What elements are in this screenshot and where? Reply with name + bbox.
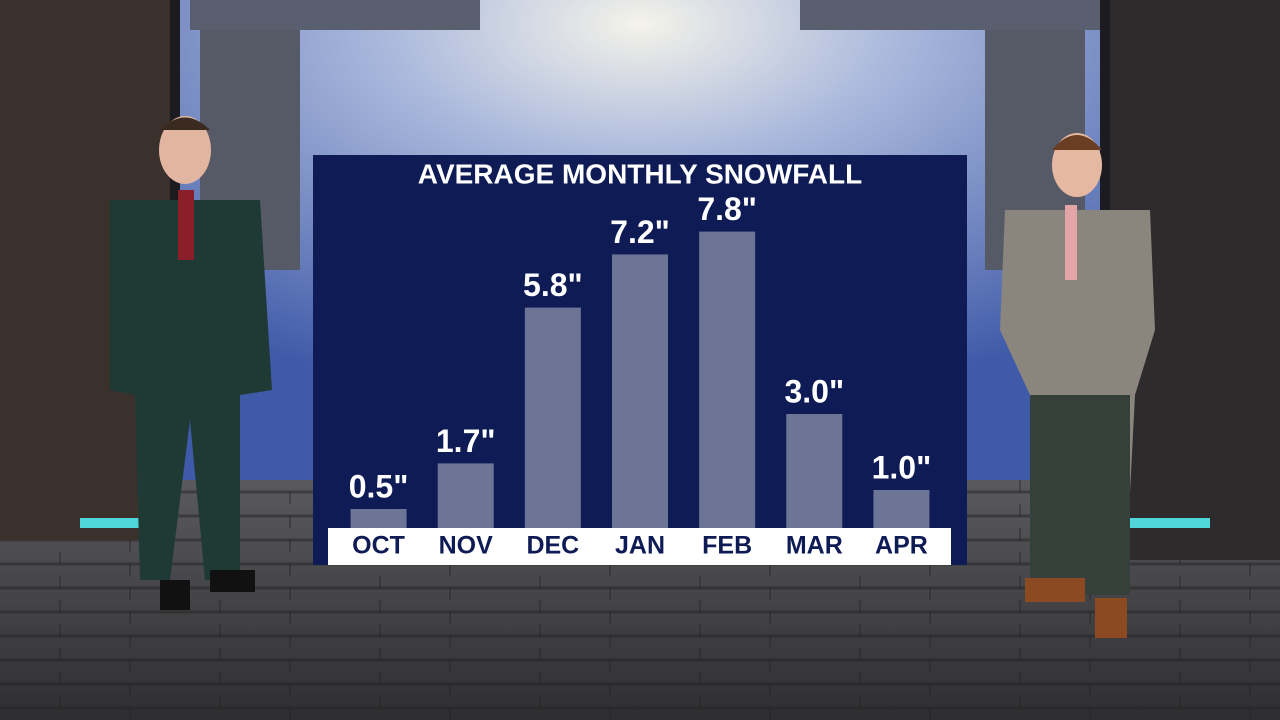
value-label: 5.8" — [523, 267, 583, 303]
top-right-frame — [800, 0, 1100, 30]
value-label: 1.0" — [872, 449, 932, 485]
bar — [699, 231, 756, 528]
value-label: 3.0" — [784, 373, 844, 409]
x-tick-label: MAR — [786, 532, 843, 560]
bar — [873, 490, 930, 528]
light-strip — [1130, 518, 1210, 528]
bar — [350, 509, 407, 528]
top-left-frame — [190, 0, 480, 30]
value-label: 7.8" — [697, 191, 757, 227]
value-label: 0.5" — [349, 468, 409, 504]
x-tick-label: APR — [875, 532, 928, 560]
bar — [437, 463, 494, 528]
x-tick-label: JAN — [615, 532, 665, 560]
bar — [524, 307, 581, 528]
x-tick-label: FEB — [702, 532, 752, 560]
x-tick-label: OCT — [352, 532, 405, 560]
x-tick-label: DEC — [526, 532, 579, 560]
presenter-left — [110, 116, 272, 610]
x-tick-label: NOV — [439, 532, 494, 560]
value-label: 7.2" — [610, 214, 670, 250]
value-label: 1.7" — [436, 423, 496, 459]
light-strip — [80, 518, 160, 528]
chart-title: AVERAGE MONTHLY SNOWFALL — [418, 158, 862, 189]
presenter-right — [1000, 133, 1155, 638]
category-strip — [328, 528, 951, 565]
bar — [786, 414, 843, 528]
bar — [612, 254, 668, 528]
